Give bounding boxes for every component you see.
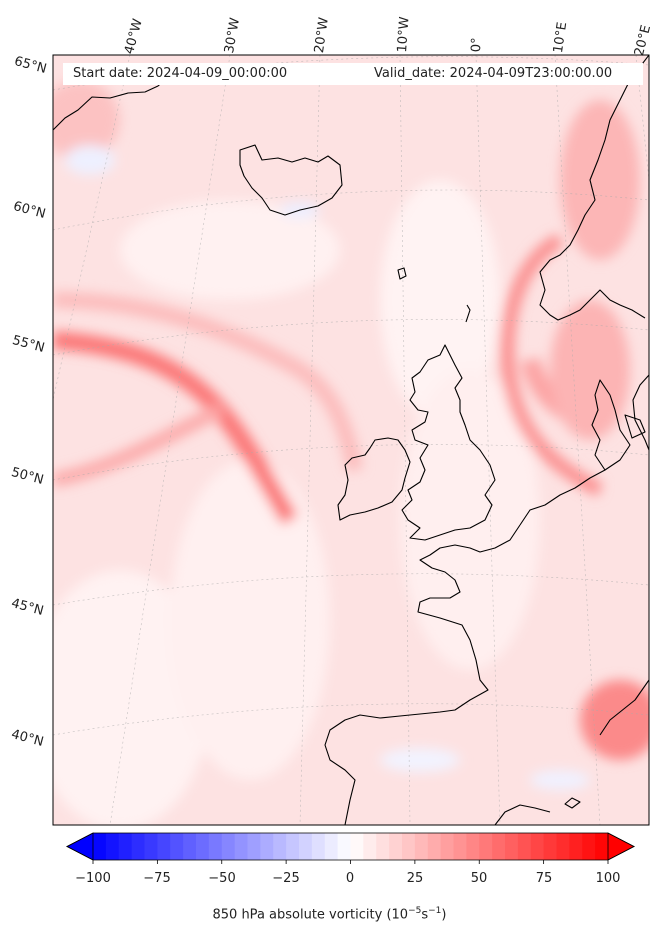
colorbar xyxy=(66,832,635,864)
colorbar-segment xyxy=(479,833,493,860)
colorbar-segment xyxy=(582,833,596,860)
colorbar-title: 850 hPa absolute vorticity (10−5s−1) xyxy=(212,906,447,923)
colorbar-segment xyxy=(273,833,287,860)
colorbar-segment xyxy=(157,833,171,860)
colorbar-segment xyxy=(363,833,377,860)
colorbar-segment xyxy=(299,833,313,860)
coastlines xyxy=(53,55,649,825)
colorbar-segment xyxy=(170,833,184,860)
colorbar-segment xyxy=(311,833,326,860)
colorbar-segment xyxy=(569,833,583,860)
colorbar-segment xyxy=(530,833,545,860)
colorbar-segment xyxy=(466,833,480,860)
norway-coast xyxy=(539,55,649,321)
colorbar-segment xyxy=(221,833,236,860)
faroe-coast xyxy=(397,267,407,280)
colorbar-tick: 25 xyxy=(406,871,424,886)
africa-coast xyxy=(494,804,551,825)
great-britain-coast xyxy=(401,344,496,541)
valid-date-label: Valid_date: 2024-04-09T23:00:00.00 xyxy=(374,66,613,81)
continental-coast xyxy=(519,469,606,526)
colorbar-segment xyxy=(453,833,467,860)
colorbar-segment xyxy=(376,833,390,860)
colorbar-tick: −75 xyxy=(143,871,171,886)
colorbar-segment xyxy=(144,833,158,860)
colorbar-extend-max xyxy=(607,832,635,861)
colorbar-tick: −25 xyxy=(272,871,300,886)
ireland-coast xyxy=(337,437,411,521)
greenland-coast xyxy=(53,79,166,131)
lon-label-10w: 10°W xyxy=(395,16,413,54)
colorbar-segment xyxy=(234,833,248,860)
colorbar-segment xyxy=(543,833,557,860)
colorbar-segment xyxy=(427,833,442,860)
iberia-east-coast xyxy=(599,679,649,736)
colorbar-segment xyxy=(324,833,339,860)
colorbar-segment xyxy=(183,833,197,860)
colorbar-segment xyxy=(286,833,300,860)
colorbar-segment xyxy=(260,833,274,860)
colorbar-segment xyxy=(247,833,261,860)
colorbar-segment xyxy=(208,833,223,860)
colorbar-tick: 75 xyxy=(535,871,553,886)
colorbar-tick: 100 xyxy=(595,871,621,886)
colorbar-tick: 50 xyxy=(470,871,488,886)
colorbar-tick: −100 xyxy=(75,871,111,886)
start-date-label: Start date: 2024-04-09_00:00:00 xyxy=(73,66,288,81)
colorbar-segment xyxy=(595,833,609,860)
colorbar-segment xyxy=(350,833,364,860)
colorbar-segment xyxy=(492,833,506,860)
vorticity-field xyxy=(53,80,649,825)
colorbar-segment xyxy=(118,833,133,860)
colorbar-segment xyxy=(93,833,107,860)
colorbar-tick: −50 xyxy=(208,871,236,886)
france-iberia-coast xyxy=(324,524,521,825)
colorbar-extend-min xyxy=(66,832,94,861)
map-frame xyxy=(52,54,650,826)
colorbar-segment xyxy=(440,833,454,860)
graticule xyxy=(53,55,649,825)
colorbar-segment xyxy=(402,833,416,860)
colorbar-segment xyxy=(414,833,429,860)
colorbar-segment xyxy=(556,833,570,860)
colorbar-segment xyxy=(196,833,210,860)
colorbar-segment xyxy=(389,833,403,860)
colorbar-segment xyxy=(517,833,532,860)
colorbar-tick: 0 xyxy=(345,871,355,886)
header-band xyxy=(63,63,643,85)
colorbar-segment xyxy=(505,833,519,860)
colorbar-segment xyxy=(131,833,145,860)
colorbar-segment xyxy=(105,833,120,860)
lon-label-0: 0° xyxy=(469,37,485,53)
iceland-coast xyxy=(239,144,343,216)
colorbar-segment xyxy=(337,833,351,860)
